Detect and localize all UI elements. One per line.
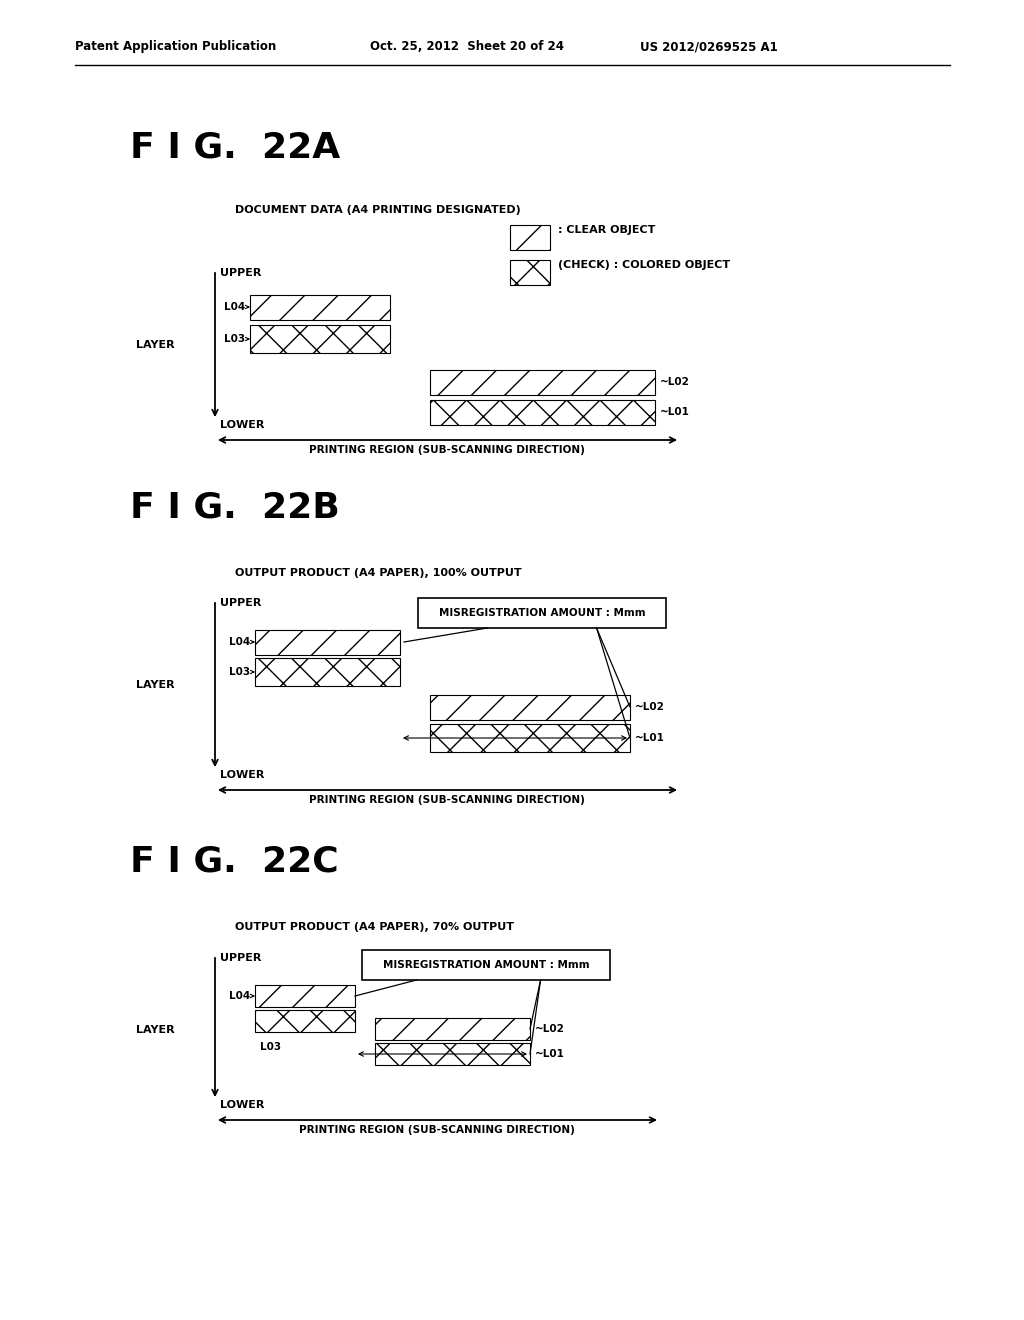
Text: Patent Application Publication: Patent Application Publication <box>75 40 276 53</box>
Text: MISREGISTRATION AMOUNT : Mmm: MISREGISTRATION AMOUNT : Mmm <box>438 609 645 618</box>
Text: OUTPUT PRODUCT (A4 PAPER), 70% OUTPUT: OUTPUT PRODUCT (A4 PAPER), 70% OUTPUT <box>234 921 514 932</box>
Text: LAYER: LAYER <box>136 680 175 690</box>
Text: L04: L04 <box>228 991 250 1001</box>
Text: PRINTING REGION (SUB-SCANNING DIRECTION): PRINTING REGION (SUB-SCANNING DIRECTION) <box>309 795 585 805</box>
Bar <box>362 950 610 979</box>
Text: L03: L03 <box>224 334 245 345</box>
Bar <box>250 325 390 352</box>
Text: DOCUMENT DATA (A4 PRINTING DESIGNATED): DOCUMENT DATA (A4 PRINTING DESIGNATED) <box>234 205 521 215</box>
Bar <box>375 1018 530 1040</box>
Text: ~L01: ~L01 <box>535 1049 565 1059</box>
Bar <box>375 1043 530 1065</box>
Text: LOWER: LOWER <box>220 420 264 430</box>
Text: UPPER: UPPER <box>220 268 261 279</box>
Text: UPPER: UPPER <box>220 953 261 964</box>
Text: UPPER: UPPER <box>220 598 261 609</box>
Text: F I G.  22A: F I G. 22A <box>130 129 340 164</box>
Text: (CHECK) : COLORED OBJECT: (CHECK) : COLORED OBJECT <box>558 260 730 271</box>
Bar <box>510 260 550 285</box>
Text: ~L01: ~L01 <box>635 733 665 743</box>
Bar <box>430 696 630 719</box>
Text: ~L02: ~L02 <box>660 378 690 387</box>
Bar <box>255 1010 355 1032</box>
Text: : CLEAR OBJECT: : CLEAR OBJECT <box>558 224 655 235</box>
Bar <box>430 370 655 395</box>
Text: F I G.  22C: F I G. 22C <box>130 845 339 879</box>
Text: MISREGISTRATION AMOUNT : Mmm: MISREGISTRATION AMOUNT : Mmm <box>383 960 590 970</box>
Text: L03: L03 <box>260 1041 282 1052</box>
Text: LOWER: LOWER <box>220 1100 264 1110</box>
Bar <box>250 294 390 319</box>
Text: LAYER: LAYER <box>136 1026 175 1035</box>
Text: ~L02: ~L02 <box>635 702 665 711</box>
Bar <box>255 985 355 1007</box>
Text: US 2012/0269525 A1: US 2012/0269525 A1 <box>640 40 778 53</box>
Text: LAYER: LAYER <box>136 341 175 350</box>
Text: ~L02: ~L02 <box>535 1024 565 1034</box>
Bar <box>430 723 630 752</box>
Text: L04: L04 <box>228 638 250 647</box>
Text: L04: L04 <box>224 302 245 312</box>
Text: L03: L03 <box>229 667 250 677</box>
Text: F I G.  22B: F I G. 22B <box>130 490 340 524</box>
Text: PRINTING REGION (SUB-SCANNING DIRECTION): PRINTING REGION (SUB-SCANNING DIRECTION) <box>309 445 585 455</box>
Bar <box>418 598 666 628</box>
Bar <box>255 630 400 655</box>
Text: PRINTING REGION (SUB-SCANNING DIRECTION): PRINTING REGION (SUB-SCANNING DIRECTION) <box>299 1125 574 1135</box>
Text: LOWER: LOWER <box>220 770 264 780</box>
Text: OUTPUT PRODUCT (A4 PAPER), 100% OUTPUT: OUTPUT PRODUCT (A4 PAPER), 100% OUTPUT <box>234 568 521 578</box>
Text: ~L01: ~L01 <box>660 407 690 417</box>
Text: Oct. 25, 2012  Sheet 20 of 24: Oct. 25, 2012 Sheet 20 of 24 <box>370 40 564 53</box>
Bar <box>255 657 400 686</box>
Bar <box>510 224 550 249</box>
Bar <box>430 400 655 425</box>
